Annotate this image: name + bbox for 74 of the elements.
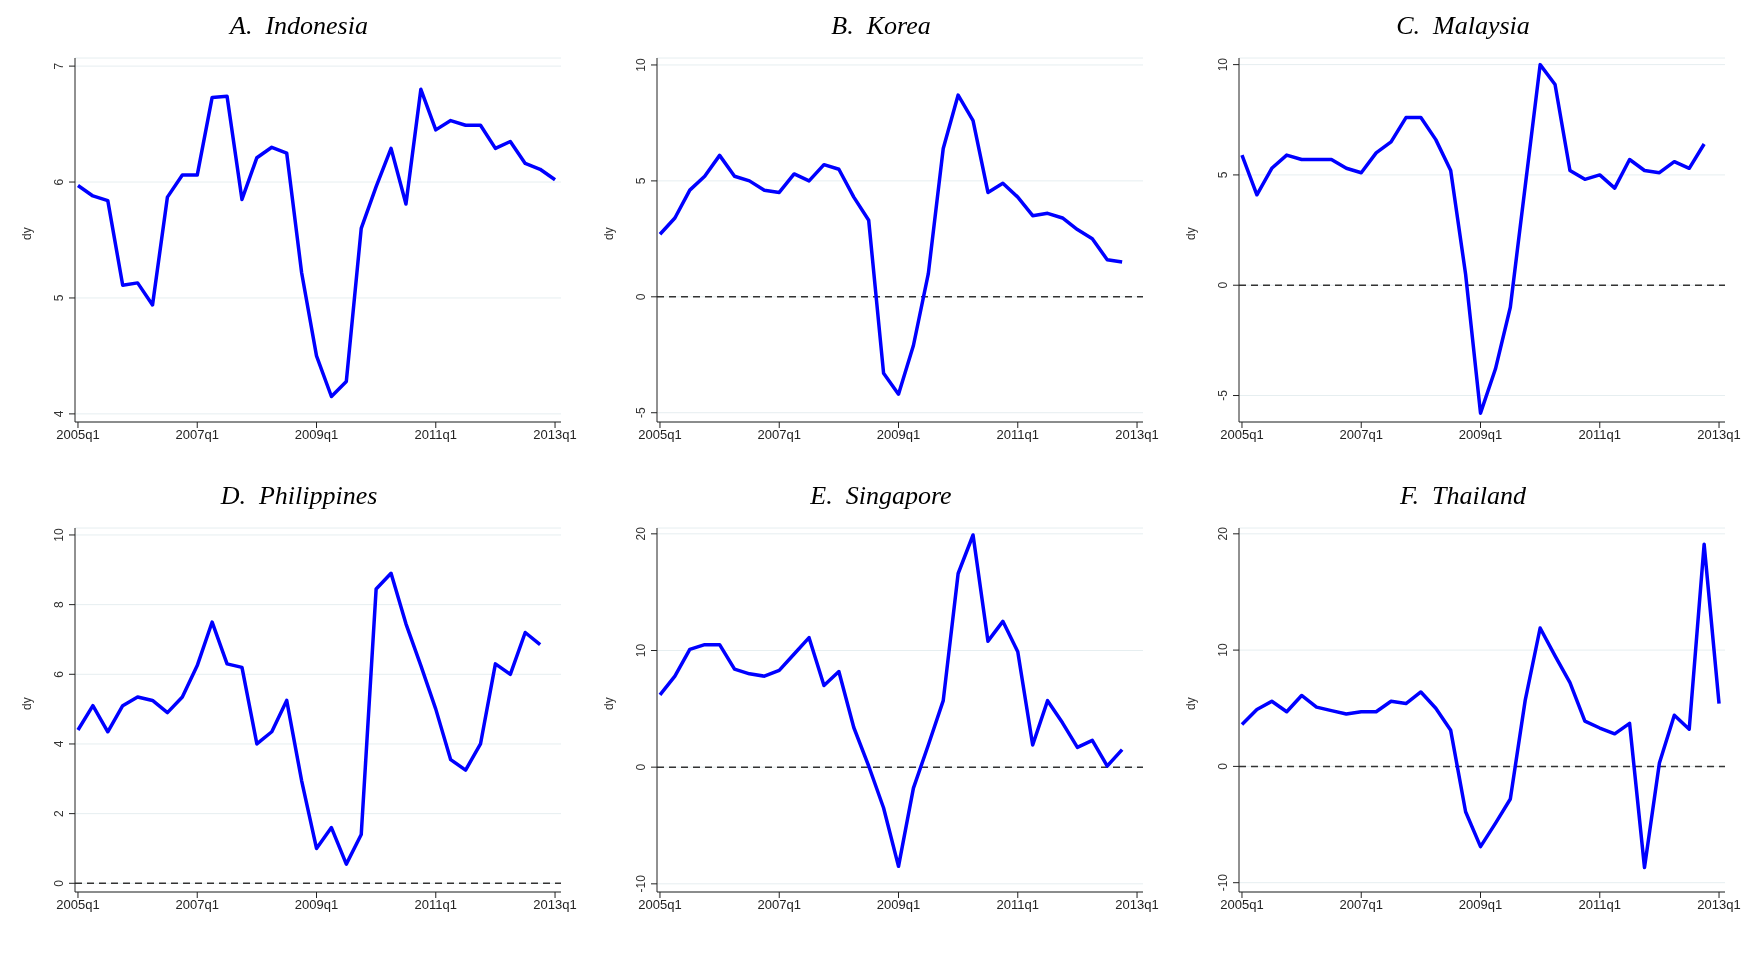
line-series (658, 533, 1124, 869)
x-tick-label: 2011q1 (414, 427, 457, 443)
chart-title: E. Singapore (810, 480, 952, 512)
y-tick-label: 20 (634, 526, 648, 541)
y-axis-title: dy (602, 227, 617, 240)
y-tick-label: 0 (1216, 281, 1230, 289)
y-axis-title: dy (20, 697, 35, 710)
y-tick-label: 6 (52, 178, 66, 186)
chart-title: B. Korea (831, 10, 931, 42)
y-tick-label: 5 (634, 177, 648, 185)
chart-title: A. Indonesia (230, 10, 368, 42)
x-tick-label: 2007q1 (175, 427, 219, 443)
x-tick-label: 2005q1 (56, 897, 100, 913)
x-tick-label: 2007q1 (757, 897, 801, 913)
y-tick-label: 4 (52, 410, 66, 418)
chart-title: F. Thailand (1400, 480, 1526, 512)
x-tick-label: 2009q1 (294, 897, 339, 913)
y-tick-label: 20 (1216, 526, 1230, 541)
x-tick-label: 2011q1 (414, 897, 457, 913)
y-axis-title: dy (20, 227, 35, 240)
y-tick-label: 6 (52, 670, 66, 678)
x-tick-label: 2005q1 (1220, 427, 1264, 443)
chart-title: D. Philippines (220, 480, 378, 512)
x-tick-label: 2005q1 (1220, 897, 1264, 913)
y-tick-label: 10 (52, 527, 66, 542)
y-tick-label: 2 (52, 809, 66, 817)
x-tick-label: 2005q1 (638, 427, 682, 443)
x-tick-label: 2009q1 (294, 427, 339, 443)
y-tick-label: 4 (52, 740, 66, 748)
x-tick-label: 2007q1 (757, 427, 801, 443)
line-series (1240, 62, 1706, 415)
x-tick-label: 2009q1 (876, 427, 921, 443)
y-tick-label: 0 (634, 293, 648, 301)
y-tick-label: 10 (1216, 57, 1230, 72)
y-tick-label: -5 (1216, 389, 1230, 401)
x-tick-label: 2013q1 (533, 427, 577, 443)
line-series (76, 87, 557, 399)
y-axis-title: dy (1184, 697, 1199, 710)
y-tick-label: 5 (52, 294, 66, 302)
x-tick-label: 2013q1 (1115, 427, 1159, 443)
x-tick-label: 2009q1 (876, 897, 921, 913)
x-tick-label: 2011q1 (996, 897, 1039, 913)
line-series (76, 571, 542, 866)
x-tick-label: 2011q1 (1578, 897, 1621, 913)
y-axis-title: dy (602, 697, 617, 710)
y-tick-label: 10 (634, 57, 648, 72)
x-tick-label: 2013q1 (1115, 897, 1159, 913)
line-series (1240, 542, 1721, 870)
x-tick-label: 2007q1 (1339, 427, 1383, 443)
y-tick-label: 10 (1216, 643, 1230, 657)
y-tick-label: 0 (1216, 762, 1230, 770)
y-tick-label: -5 (634, 407, 648, 419)
x-tick-label: 2013q1 (533, 897, 577, 913)
line-series (658, 93, 1124, 396)
x-tick-label: 2005q1 (56, 427, 100, 443)
x-tick-label: 2011q1 (1578, 427, 1621, 443)
x-tick-label: 2013q1 (1697, 427, 1741, 443)
x-tick-label: 2013q1 (1697, 897, 1741, 913)
x-tick-label: 2007q1 (1339, 897, 1383, 913)
chart-title: C. Malaysia (1396, 10, 1530, 42)
y-tick-label: 8 (52, 600, 66, 608)
x-tick-label: 2011q1 (996, 427, 1039, 443)
y-tick-label: 7 (52, 62, 66, 70)
y-tick-label: -10 (1216, 873, 1230, 892)
y-tick-label: 5 (1216, 171, 1230, 179)
y-tick-label: -10 (634, 874, 648, 893)
x-tick-label: 2009q1 (1458, 427, 1503, 443)
x-tick-label: 2005q1 (638, 897, 682, 913)
y-axis-title: dy (1184, 227, 1199, 240)
x-tick-label: 2007q1 (175, 897, 219, 913)
y-tick-label: 0 (52, 879, 66, 887)
x-tick-label: 2009q1 (1458, 897, 1503, 913)
y-tick-label: 0 (634, 763, 648, 771)
y-tick-label: 10 (634, 643, 648, 658)
